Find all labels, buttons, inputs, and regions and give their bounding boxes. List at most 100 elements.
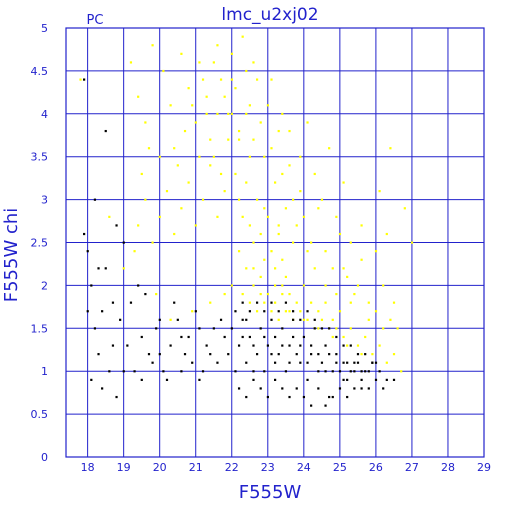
black-data-point [360,370,363,373]
black-data-point [111,344,115,347]
yellow-data-point [230,78,233,81]
black-data-point [252,370,255,373]
yellow-data-point [277,224,280,227]
black-data-point [281,344,284,347]
yellow-data-point [194,224,197,227]
black-data-point [335,361,338,364]
yellow-data-point [389,318,392,321]
yellow-data-point [245,267,248,270]
yellow-data-point [205,95,208,98]
black-data-point [342,344,345,347]
yellow-data-point [263,207,266,210]
y-tick-label: 2.5 [31,237,49,250]
black-data-point [313,318,316,321]
black-data-point [360,387,363,390]
black-data-point [310,344,313,347]
black-data-point [385,378,388,381]
black-data-point [133,370,136,373]
black-data-point [392,378,396,381]
yellow-data-point [248,104,251,107]
yellow-data-point [324,301,327,304]
y-axis-label: F555W chi [1,208,22,303]
x-tick-label: 19 [117,461,131,474]
black-data-point [335,353,338,356]
black-data-point [331,395,334,399]
black-data-point [263,335,266,339]
yellow-data-point [284,275,288,279]
yellow-data-point [306,250,309,253]
yellow-data-point [277,129,280,133]
yellow-data-point [223,292,226,296]
yellow-data-point [288,164,291,167]
y-tick-label: 2 [41,279,48,292]
yellow-data-point [356,284,360,287]
yellow-data-point [284,310,288,313]
yellow-data-point [331,267,334,270]
yellow-data-point [237,198,241,201]
x-tick-label: 24 [297,461,311,474]
black-data-point [284,301,288,304]
y-tick-label: 4.5 [31,65,49,78]
black-data-point [237,344,241,347]
black-data-point [205,344,208,347]
yellow-data-point [374,250,378,253]
yellow-data-point [241,215,244,218]
black-data-point [219,318,223,321]
yellow-data-point [122,267,125,270]
y-tick-label: 3.5 [31,151,49,164]
points-layer [79,35,414,407]
y-tick-label: 3 [41,194,48,207]
black-data-point [353,387,356,390]
yellow-data-point [234,172,237,176]
black-data-point [356,361,360,364]
yellow-data-point [367,301,370,304]
yellow-data-point [194,121,197,124]
yellow-data-point [191,310,194,313]
yellow-data-point [374,310,378,313]
yellow-data-point [245,69,248,73]
yellow-data-point [144,198,147,201]
yellow-data-point [360,224,363,227]
black-data-point [155,327,158,330]
corner-label: PC [87,13,104,28]
yellow-data-point [252,138,255,141]
black-data-point [176,318,179,321]
black-data-point [266,395,269,399]
yellow-data-point [137,224,140,227]
x-axis-label: F555W [239,482,302,503]
black-data-point [259,327,262,330]
yellow-data-point [353,292,356,296]
yellow-data-point [248,301,251,304]
black-data-point [108,370,111,373]
black-data-point [346,395,349,399]
y-tick-label: 0.5 [31,408,49,421]
black-data-point [346,361,349,364]
yellow-data-point [320,198,324,201]
yellow-data-point [263,301,266,304]
yellow-data-point [295,301,298,304]
yellow-data-point [216,112,219,115]
black-data-point [374,361,378,364]
black-data-point [173,301,176,304]
black-data-point [180,370,183,373]
yellow-data-point [212,155,215,158]
black-data-point [324,404,327,407]
yellow-data-point [317,310,320,313]
yellow-data-point [378,190,381,193]
yellow-data-point [230,52,233,55]
yellow-data-point [317,207,320,210]
black-data-point [281,327,284,330]
yellow-data-point [227,112,230,115]
yellow-data-point [158,215,161,218]
black-data-point [263,370,266,373]
yellow-data-point [140,172,143,176]
black-data-point [234,370,237,373]
y-tick-label: 4 [41,108,48,121]
yellow-data-point [385,232,388,236]
black-data-point [191,361,194,364]
yellow-data-point [342,267,345,270]
y-tick-label: 1.5 [31,322,49,335]
yellow-data-point [270,78,273,81]
black-data-point [342,361,345,364]
yellow-data-point [165,190,169,193]
